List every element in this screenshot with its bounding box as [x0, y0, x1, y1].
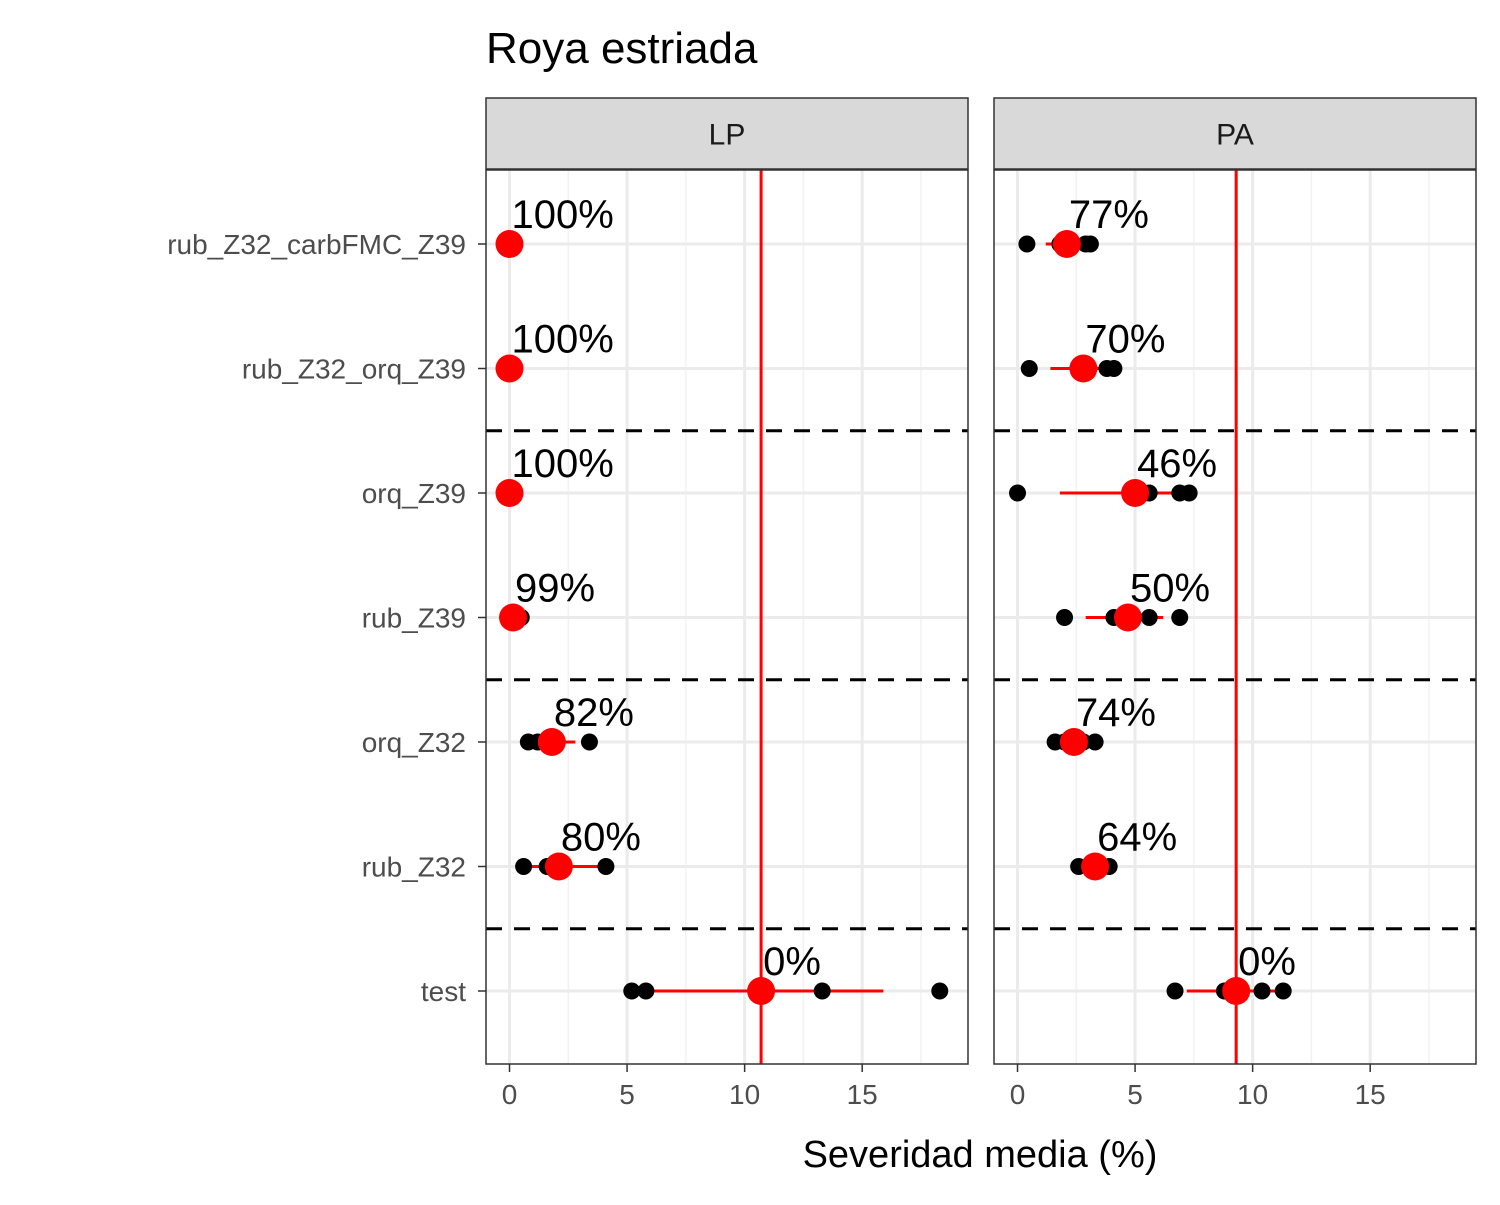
mean-point [537, 728, 566, 756]
y-tick-label: rub_Z32_carbFMC_Z39 [167, 229, 466, 260]
efficacy-label: 70% [1085, 318, 1165, 362]
x-tick-label-pa: 0 [1010, 1079, 1026, 1110]
efficacy-label: 77% [1069, 193, 1149, 237]
data-point [637, 982, 655, 1000]
mean-point [747, 977, 776, 1005]
y-tick-label: rub_Z32_orq_Z39 [242, 354, 466, 385]
data-point [580, 733, 598, 751]
efficacy-label: 80% [561, 816, 641, 860]
y-tick-label: rub_Z39 [362, 603, 466, 634]
data-point [1180, 484, 1198, 502]
data-point [1105, 360, 1123, 377]
mean-point [1081, 852, 1110, 881]
data-point [1009, 484, 1027, 502]
efficacy-label: 100% [512, 193, 614, 237]
efficacy-label: 50% [1130, 567, 1210, 611]
mean-point [499, 603, 528, 632]
facet-label-pa: PA [1216, 119, 1254, 152]
data-point [1086, 733, 1104, 751]
efficacy-label: 0% [1238, 940, 1296, 984]
data-point [1166, 982, 1184, 1000]
y-tick-label: orq_Z32 [362, 727, 466, 758]
efficacy-label: 46% [1137, 442, 1217, 486]
data-point [1253, 982, 1271, 1000]
y-tick-label: rub_Z32 [362, 852, 466, 883]
y-tick-label: orq_Z39 [362, 478, 466, 509]
mean-point [544, 852, 573, 881]
efficacy-label: 99% [515, 567, 595, 611]
efficacy-label: 82% [554, 691, 634, 735]
efficacy-label: 64% [1097, 816, 1177, 860]
data-point [1140, 609, 1158, 626]
data-point [1018, 235, 1036, 253]
efficacy-label: 0% [763, 940, 821, 984]
facet-label-lp: LP [709, 119, 746, 152]
mean-point [1059, 728, 1088, 756]
x-tick-label-pa: 15 [1355, 1079, 1386, 1110]
data-point [1056, 609, 1074, 626]
data-point [931, 982, 949, 1000]
mean-point [1069, 354, 1098, 383]
data-point [515, 858, 533, 875]
x-tick-label-lp: 5 [619, 1079, 635, 1110]
efficacy-label: 100% [512, 318, 614, 362]
x-tick-label-pa: 10 [1237, 1079, 1268, 1110]
x-axis-title: Severidad media (%) [803, 1134, 1158, 1176]
chart-title: Roya estriada [486, 24, 758, 73]
data-point [1171, 609, 1189, 626]
data-point [1274, 982, 1292, 1000]
x-tick-label-lp: 10 [729, 1079, 760, 1110]
x-tick-label-lp: 15 [847, 1079, 878, 1110]
data-point [813, 982, 831, 1000]
x-tick-label-pa: 5 [1127, 1079, 1143, 1110]
data-point [1020, 360, 1038, 377]
mean-point [1052, 230, 1081, 258]
facet-strip-lp [485, 97, 969, 170]
y-tick-label: test [421, 976, 466, 1007]
data-point [1081, 235, 1099, 253]
data-point [597, 858, 615, 875]
data-point [623, 982, 641, 1000]
mean-point [1222, 977, 1251, 1005]
mean-point [495, 230, 524, 258]
efficacy-label: 74% [1076, 691, 1156, 735]
mean-point [495, 354, 524, 383]
mean-point [1121, 479, 1150, 507]
mean-point [1114, 603, 1143, 632]
efficacy-label: 100% [512, 442, 614, 486]
panel-border-pa [993, 169, 1477, 1065]
x-tick-label-lp: 0 [502, 1079, 518, 1110]
mean-point [495, 479, 524, 507]
facet-strip-pa [993, 97, 1477, 170]
